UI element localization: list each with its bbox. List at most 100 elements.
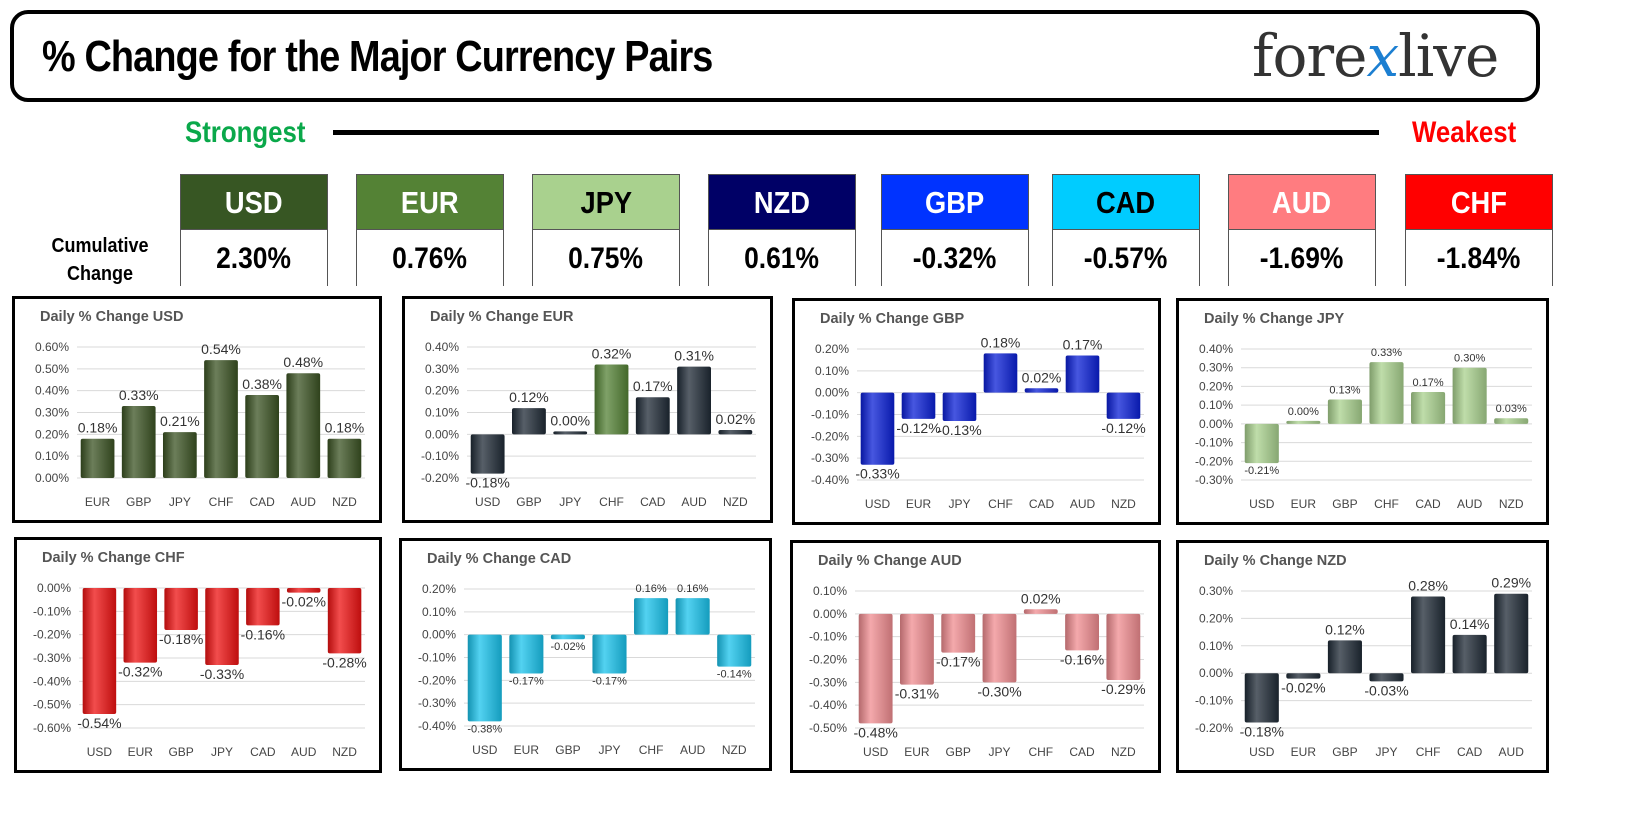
x-tick-label: AUD [680, 743, 706, 757]
x-tick-label: JPY [169, 495, 191, 509]
strength-scale-line [333, 130, 1379, 135]
bar [1452, 634, 1487, 674]
x-tick-label: AUD [1070, 497, 1096, 511]
y-tick-label: -0.10% [1195, 694, 1233, 708]
y-tick-label: -0.10% [421, 449, 459, 463]
x-tick-label: USD [863, 745, 889, 759]
y-tick-label: -0.40% [811, 473, 849, 487]
x-tick-label: CHF [599, 495, 624, 509]
bar [162, 432, 197, 478]
x-tick-label: JPY [1375, 745, 1397, 759]
bar [718, 429, 753, 435]
x-tick-label: CAD [250, 745, 276, 759]
x-tick-label: NZD [723, 495, 748, 509]
x-tick-label: CAD [249, 495, 275, 509]
bar [860, 392, 895, 465]
data-label: 0.16% [677, 583, 708, 595]
x-tick-label: GBP [168, 745, 193, 759]
chart-svg: Daily % Change NZD -0.20% -0.10% 0.00% 0.10%… [1195, 553, 1532, 759]
data-label: 0.12% [509, 389, 549, 405]
data-label: 0.17% [633, 378, 673, 394]
y-tick-label: -0.30% [809, 675, 847, 689]
y-tick-label: -0.30% [811, 451, 849, 465]
y-tick-label: -0.20% [33, 628, 71, 642]
y-tick-label: -0.40% [418, 719, 456, 733]
daily-change-chart-2: Daily % Change GBP -0.40% -0.30% -0.20% -0.1… [792, 298, 1161, 525]
x-tick-label: GBP [1332, 497, 1357, 511]
data-label: -0.17% [509, 675, 544, 687]
chart-title: Daily % Change CAD [427, 551, 571, 567]
bar [983, 353, 1018, 393]
chart-svg: Daily % Change JPY -0.30% -0.20% -0.10% 0.00… [1195, 311, 1532, 511]
y-tick-label: 0.00% [815, 386, 849, 400]
currency-cumulative-value: -1.69% [1229, 230, 1375, 287]
bar [1452, 367, 1487, 424]
chart-title: Daily % Change USD [40, 309, 183, 325]
title-banner: % Change for the Major Currency Pairs fo… [10, 10, 1540, 102]
data-label: 0.02% [1021, 590, 1061, 606]
x-tick-label: AUD [1499, 745, 1525, 759]
logo-text-live: live [1398, 22, 1499, 90]
bar [1106, 613, 1141, 681]
currency-box-7: CHF -1.84% [1405, 174, 1553, 287]
data-label: 0.14% [1450, 616, 1490, 632]
data-label: -0.31% [895, 686, 939, 702]
data-label: 0.02% [716, 411, 756, 427]
logo-text-x: x [1366, 22, 1399, 90]
bar [246, 588, 280, 626]
bar [717, 634, 752, 667]
currency-name: EUR [357, 175, 503, 230]
currency-cumulative-value: 0.75% [533, 230, 679, 287]
currency-value-text: 0.76% [392, 242, 468, 275]
data-label: -0.21% [1244, 465, 1279, 477]
bar [1369, 362, 1404, 424]
bar [900, 613, 934, 685]
currency-name: CHF [1406, 175, 1552, 230]
currency-cumulative-value: 0.76% [357, 230, 503, 287]
currency-name: AUD [1229, 175, 1375, 230]
x-tick-label: GBP [126, 495, 151, 509]
data-label: -0.12% [896, 420, 940, 436]
currency-cumulative-value: 0.61% [709, 230, 855, 287]
data-label: -0.16% [241, 626, 285, 642]
currency-name-text: AUD [1272, 185, 1332, 220]
currency-value-text: -1.84% [1437, 242, 1521, 275]
x-tick-label: CAD [1457, 745, 1483, 759]
logo-text-fore: fore [1252, 22, 1367, 90]
cumulative-change-label: Cumulative Change [46, 232, 154, 288]
y-tick-label: 0.30% [1199, 361, 1233, 375]
x-tick-label: EUR [906, 497, 932, 511]
y-tick-label: 0.30% [1199, 584, 1233, 598]
data-label: -0.12% [1101, 420, 1145, 436]
data-label: 0.17% [1412, 377, 1443, 389]
y-tick-label: -0.50% [809, 721, 847, 735]
y-tick-label: 0.10% [35, 449, 69, 463]
chart-title: Daily % Change JPY [1204, 311, 1345, 327]
x-tick-label: JPY [598, 743, 620, 757]
data-label: 0.00% [1288, 406, 1319, 418]
currency-cumulative-value: -1.84% [1406, 230, 1552, 287]
data-label: -0.16% [1060, 651, 1104, 667]
currency-value-text: 2.30% [216, 242, 292, 275]
x-tick-label: AUD [291, 495, 317, 509]
data-label: 0.00% [550, 412, 590, 428]
y-tick-label: -0.10% [1195, 436, 1233, 450]
data-label: -0.32% [118, 664, 162, 680]
x-tick-label: GBP [516, 495, 541, 509]
currency-value-text: -1.69% [1260, 242, 1344, 275]
data-label: 0.18% [325, 420, 365, 436]
y-tick-label: -0.40% [33, 674, 71, 688]
daily-change-chart-4: Daily % Change CHF -0.60% -0.50% -0.40% -0.3… [14, 537, 382, 773]
x-tick-label: CHF [639, 743, 664, 757]
bar [634, 598, 669, 635]
chart-title: Daily % Change EUR [430, 309, 574, 325]
x-tick-label: USD [865, 497, 891, 511]
x-tick-label: AUD [681, 495, 707, 509]
y-tick-label: 0.10% [815, 364, 849, 378]
x-tick-label: JPY [559, 495, 581, 509]
bar [512, 408, 546, 435]
data-label: 0.32% [592, 345, 632, 361]
x-tick-label: USD [1249, 497, 1275, 511]
x-tick-label: NZD [722, 743, 747, 757]
data-label: 0.03% [1496, 403, 1527, 415]
